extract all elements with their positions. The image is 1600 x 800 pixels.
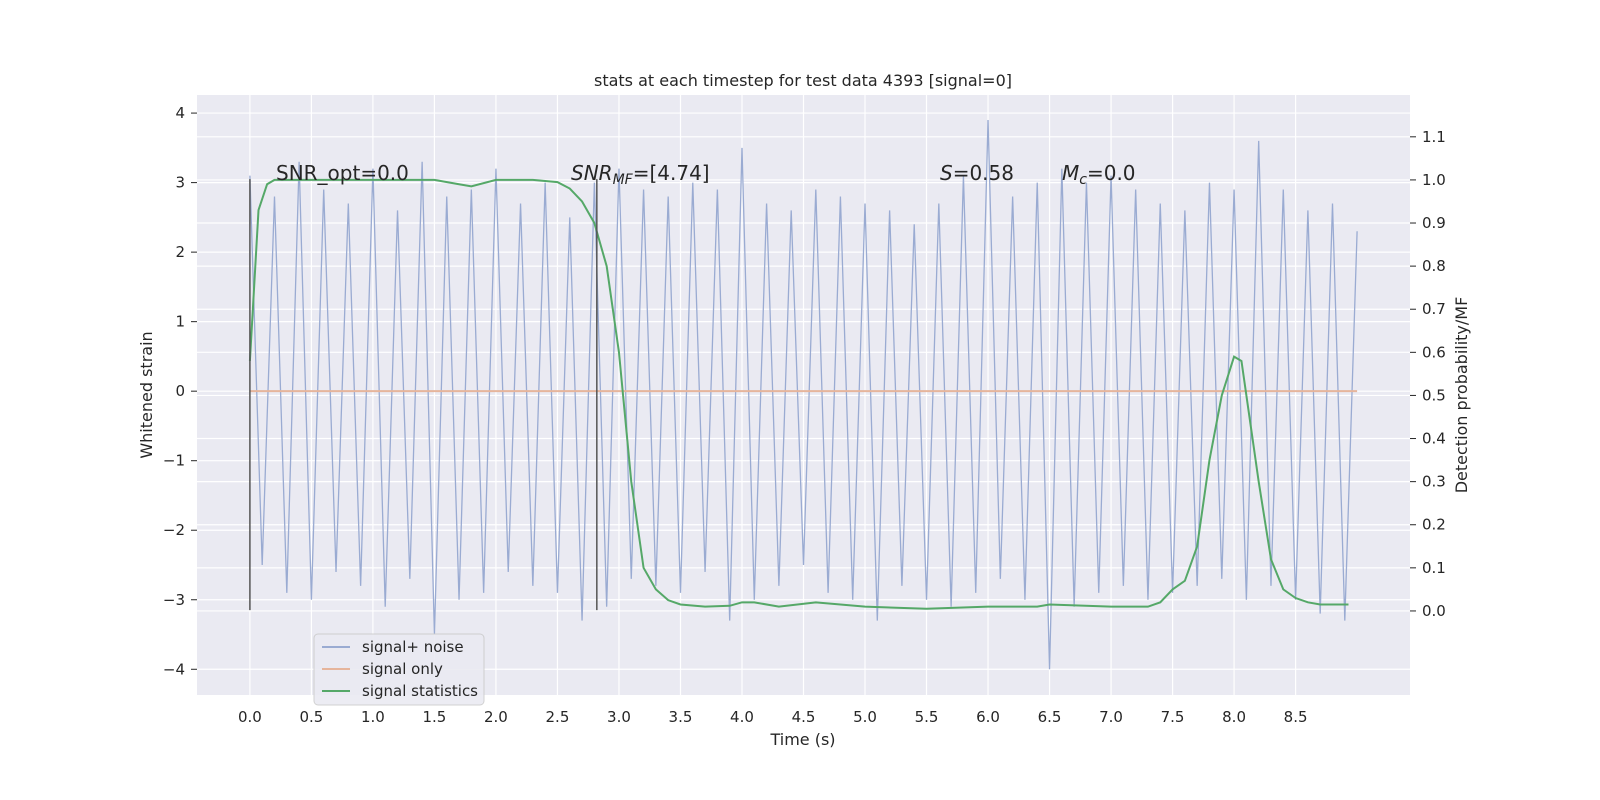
x-tick-label: 1.0 — [361, 708, 385, 726]
x-tick-label: 6.0 — [976, 708, 1000, 726]
x-tick-label: 5.0 — [853, 708, 877, 726]
x-tick-label: 3.5 — [669, 708, 693, 726]
x-tick-label: 4.5 — [792, 708, 816, 726]
legend-label: signal+ noise — [362, 638, 464, 656]
y-tick-label: 4 — [175, 104, 185, 122]
x-tick-label: 2.0 — [484, 708, 508, 726]
y-tick-label: 1 — [175, 313, 185, 331]
annotation-part: =0.58 — [953, 161, 1014, 185]
y-tick-label: 3 — [175, 174, 185, 192]
legend-label: signal statistics — [362, 682, 478, 700]
x-tick-label: 5.5 — [915, 708, 939, 726]
series-line — [248, 178, 1349, 610]
annotation: SNR_opt=0.0 — [276, 161, 409, 185]
annotation-part: SNR — [571, 161, 613, 185]
y2-tick-label: 0.1 — [1422, 559, 1446, 577]
legend-label: signal only — [362, 660, 443, 678]
annotation: S=0.58 — [940, 161, 1014, 185]
x-tick-label: 0.5 — [299, 708, 323, 726]
annotation: Mc=0.0 — [1062, 161, 1136, 188]
y2-tick-label: 0.9 — [1422, 214, 1446, 232]
x-axis-label: Time (s) — [769, 730, 835, 749]
y-tick-label: −2 — [163, 521, 185, 539]
y2-tick-label: 0.8 — [1422, 257, 1446, 275]
x-tick-label: 2.5 — [546, 708, 570, 726]
x-tick-label: 7.5 — [1161, 708, 1185, 726]
x-tick-label: 3.0 — [607, 708, 631, 726]
legend: signal+ noise signal only signal statistic… — [313, 633, 485, 706]
y2-tick-label: 1.0 — [1422, 171, 1446, 189]
annotation: SNRMF=[4.74] — [571, 161, 710, 188]
y-tick-label: −4 — [163, 660, 185, 678]
annotation-part: SNR_opt=0.0 — [276, 161, 409, 185]
y-tick-label: −3 — [163, 591, 185, 609]
chart-title: stats at each timestep for test data 439… — [594, 71, 1012, 90]
annotation-part: M — [1062, 161, 1079, 185]
y2-tick-label: 0.0 — [1422, 602, 1446, 620]
x-tick-label: 1.5 — [423, 708, 447, 726]
y2-tick-label: 0.7 — [1422, 300, 1446, 318]
y-tick-label: −1 — [163, 452, 185, 470]
y2-tick-label: 1.1 — [1422, 128, 1446, 146]
x-tick-label: 0.0 — [238, 708, 262, 726]
y-tick-label: 2 — [175, 243, 185, 261]
grid — [197, 95, 1410, 695]
annotation-part: S — [940, 161, 953, 185]
x-tick-label: 4.0 — [730, 708, 754, 726]
y2-tick-label: 0.6 — [1422, 343, 1446, 361]
annotation-part: MF — [613, 172, 634, 188]
y2-tick-label: 0.3 — [1422, 473, 1446, 491]
annotation-part: =0.0 — [1087, 161, 1136, 185]
legend-box — [313, 633, 485, 706]
x-tick-label: 8.0 — [1222, 708, 1246, 726]
y2-tick-label: 0.2 — [1422, 516, 1446, 534]
annotation-part: c — [1079, 172, 1087, 188]
y2-axis-label: Detection probability/MF — [1452, 297, 1471, 494]
y-axis-label: Whitened strain — [137, 331, 156, 458]
y2-tick-label: 0.4 — [1422, 430, 1446, 448]
x-tick-label: 8.5 — [1284, 708, 1308, 726]
annotation-part: =[4.74] — [633, 161, 710, 185]
y-tick-label: 0 — [175, 382, 185, 400]
x-tick-label: 6.5 — [1038, 708, 1062, 726]
x-tick-label: 7.0 — [1099, 708, 1123, 726]
y2-tick-label: 0.5 — [1422, 386, 1446, 404]
